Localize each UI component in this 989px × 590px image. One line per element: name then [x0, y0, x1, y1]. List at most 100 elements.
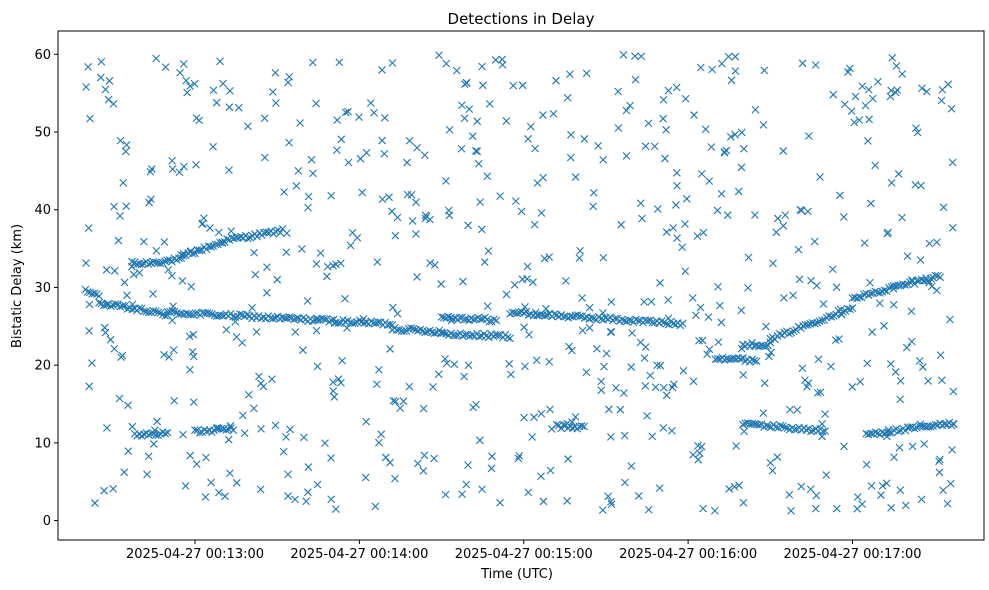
- data-point: [653, 361, 661, 370]
- data-point: [378, 66, 386, 74]
- data-point: [101, 85, 110, 94]
- data-point: [798, 364, 807, 373]
- data-point: [483, 172, 492, 181]
- data-point: [116, 212, 124, 220]
- data-point: [871, 161, 880, 170]
- data-point: [739, 420, 747, 429]
- y-tick-label: 20: [34, 359, 51, 374]
- data-point: [913, 128, 922, 137]
- data-point: [576, 312, 584, 320]
- data-point: [327, 495, 336, 504]
- data-point: [597, 386, 606, 395]
- data-point: [885, 428, 894, 437]
- data-point: [622, 151, 631, 160]
- data-point: [539, 111, 547, 119]
- data-point: [144, 308, 153, 317]
- data-point: [637, 52, 646, 61]
- data-point: [622, 106, 631, 115]
- data-point: [578, 294, 587, 302]
- data-point: [713, 354, 722, 363]
- data-point: [739, 144, 748, 153]
- data-point: [532, 356, 541, 365]
- data-point: [460, 372, 469, 381]
- data-point: [214, 488, 223, 497]
- data-point: [386, 458, 394, 467]
- data-point: [282, 229, 291, 238]
- data-point: [186, 247, 195, 255]
- data-point: [731, 52, 740, 61]
- data-point: [195, 428, 204, 437]
- data-point: [625, 316, 633, 325]
- data-point: [336, 319, 345, 327]
- data-point: [936, 455, 944, 464]
- data-point: [662, 228, 671, 236]
- data-point: [372, 380, 381, 389]
- data-point: [510, 281, 519, 289]
- data-point: [124, 447, 133, 456]
- data-point: [514, 454, 523, 463]
- data-point: [144, 430, 153, 439]
- data-point: [396, 404, 405, 412]
- data-point: [458, 332, 467, 341]
- data-point: [421, 328, 430, 337]
- data-point: [179, 162, 188, 171]
- data-point: [946, 479, 955, 488]
- data-point: [140, 259, 148, 268]
- data-point: [640, 297, 649, 306]
- data-point: [332, 146, 341, 155]
- data-point: [173, 308, 181, 317]
- data-point: [632, 315, 640, 324]
- data-point: [192, 160, 200, 169]
- data-point: [169, 345, 178, 354]
- data-point: [385, 193, 393, 202]
- data-point: [861, 101, 870, 110]
- data-point: [566, 153, 575, 162]
- data-point: [546, 405, 554, 414]
- data-point: [282, 433, 290, 441]
- data-point: [898, 213, 906, 222]
- data-point: [426, 259, 434, 267]
- data-point: [627, 462, 636, 470]
- data-point: [263, 288, 271, 297]
- data-point: [545, 357, 554, 366]
- data-point: [168, 156, 177, 165]
- data-point: [933, 238, 941, 247]
- data-point: [643, 411, 652, 420]
- data-point: [492, 316, 501, 325]
- data-point: [780, 328, 789, 337]
- data-point: [413, 143, 421, 152]
- x-tick-label: 2025-04-27 00:17:00: [783, 547, 921, 562]
- plot-frame: [57, 30, 985, 541]
- data-point: [226, 422, 235, 430]
- data-point: [116, 302, 125, 311]
- data-point: [260, 153, 269, 162]
- data-point: [331, 505, 340, 514]
- data-point: [128, 300, 137, 309]
- data-point: [636, 338, 645, 347]
- data-point: [557, 424, 566, 433]
- data-point: [523, 275, 531, 283]
- data-point: [918, 363, 927, 371]
- data-point: [144, 260, 153, 269]
- data-point: [910, 424, 919, 433]
- data-point: [617, 220, 626, 229]
- data-point: [678, 319, 687, 328]
- data-point: [737, 128, 746, 137]
- data-point: [226, 469, 234, 478]
- data-point: [144, 452, 153, 461]
- data-point: [84, 62, 93, 71]
- data-point: [619, 389, 628, 398]
- data-point: [567, 130, 575, 139]
- data-point: [531, 144, 539, 153]
- data-point: [832, 283, 841, 292]
- data-point: [489, 332, 498, 341]
- data-point: [779, 147, 788, 155]
- data-point: [151, 307, 160, 316]
- data-point: [540, 254, 549, 263]
- data-point: [316, 249, 325, 257]
- data-point: [915, 357, 924, 365]
- data-point: [566, 312, 575, 321]
- data-point: [860, 239, 869, 247]
- data-point: [530, 220, 539, 229]
